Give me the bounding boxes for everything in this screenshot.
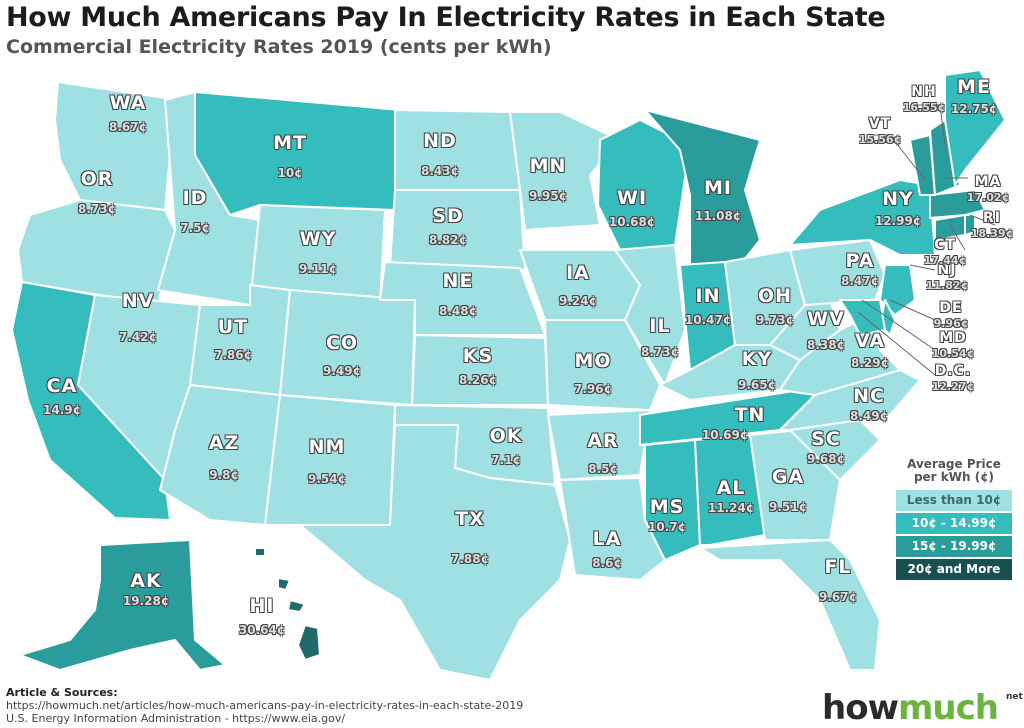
label-VT: VT 15.56¢ — [858, 116, 902, 146]
state-MS — [644, 439, 701, 561]
label-WV: WV 8.38¢ — [807, 308, 845, 352]
label-PA: PA 8.47¢ — [841, 250, 879, 288]
label-NY: NY 12.99¢ — [874, 188, 922, 228]
label-AZ: AZ 9.8¢ — [208, 432, 240, 482]
label-NM: NM 9.54¢ — [308, 436, 346, 486]
leader-lines — [857, 104, 996, 376]
state-AL — [694, 434, 766, 546]
label-KS: KS 8.26¢ — [459, 345, 497, 387]
state-MO — [544, 319, 661, 411]
label-RI: RI 18.39¢ — [970, 210, 1014, 240]
label-MT: MT 10¢ — [273, 132, 307, 180]
label-DC: D.C. 12.27¢ — [931, 363, 975, 393]
label-KY: KY 9.65¢ — [738, 348, 776, 392]
label-TN: TN 10.69¢ — [701, 404, 766, 442]
label-FL: FL 9.67¢ — [819, 556, 857, 604]
label-MS: MS 10.7¢ — [648, 496, 686, 534]
page-subtitle: Commercial Electricity Rates 2019 (cents… — [6, 36, 552, 58]
label-DE: DE 9.96¢ — [933, 300, 969, 330]
label-IN: IN 10.47¢ — [684, 285, 732, 327]
label-IA: IA 9.24¢ — [559, 262, 597, 308]
page-title: How Much Americans Pay In Electricity Ra… — [6, 2, 886, 33]
legend: Average Price per kWh (¢) Less than 10¢ … — [896, 458, 1012, 582]
label-SD: SD 8.82¢ — [429, 205, 467, 247]
label-WI: WI 10.68¢ — [608, 187, 656, 229]
label-NH: NH 16.55¢ — [902, 84, 946, 114]
label-GA: GA 9.51¢ — [769, 466, 807, 514]
label-OH: OH 9.73¢ — [756, 285, 794, 327]
label-AL: AL 11.24¢ — [707, 477, 755, 515]
legend-item-less-than-10: Less than 10¢ — [896, 490, 1012, 511]
label-MA: MA 17.02¢ — [966, 174, 1010, 204]
legend-title: Average Price per kWh (¢) — [907, 457, 1001, 484]
label-UT: UT 7.86¢ — [214, 316, 252, 362]
label-NJ: NJ 11.82¢ — [925, 262, 969, 292]
label-MI: MI 11.08¢ — [694, 177, 742, 223]
state-AK — [19, 539, 226, 671]
state-HI-kauai — [254, 547, 266, 557]
state-IL — [614, 244, 686, 386]
label-WA: WA 8.67¢ — [109, 92, 147, 134]
legend-item-20-and-more: 20¢ and More — [896, 559, 1012, 580]
label-NV: NV 7.42¢ — [119, 290, 157, 344]
label-SC: SC 9.68¢ — [807, 428, 845, 466]
state-NJ — [879, 264, 916, 316]
state-HI-big — [297, 624, 321, 661]
state-HI-maui — [287, 599, 306, 613]
state-HI-oahu — [277, 577, 291, 591]
state-NY — [789, 179, 936, 256]
eia-source-link[interactable]: U.S. Energy Information Administration -… — [6, 712, 346, 725]
state-FL — [699, 539, 881, 671]
state-SD — [389, 189, 526, 271]
state-AR — [547, 409, 651, 481]
legend-item-15-to-20: 15¢ - 19.99¢ — [896, 536, 1012, 557]
label-MD: MD 10.54¢ — [931, 330, 975, 360]
state-NH — [929, 119, 961, 196]
label-ME: ME 12.75¢ — [950, 76, 998, 116]
label-HI: HI 30.64¢ — [238, 595, 286, 637]
howmuch-logo[interactable]: howmuch net — [822, 688, 1023, 728]
sources-footer: Article & Sources: https://howmuch.net/a… — [6, 686, 523, 725]
label-ID: ID 7.5¢ — [180, 187, 210, 235]
state-MA — [929, 189, 986, 219]
label-CT: CT 17.44¢ — [923, 237, 967, 267]
article-link[interactable]: https://howmuch.net/articles/how-much-am… — [6, 699, 524, 712]
state-TX — [299, 424, 571, 681]
sources-heading: Article & Sources: — [6, 686, 118, 699]
state-WV — [769, 299, 841, 361]
label-VA: VA 8.29¢ — [851, 330, 889, 370]
label-ND: ND 8.43¢ — [421, 130, 459, 178]
label-OK: OK 7.1¢ — [489, 425, 523, 467]
state-MN — [509, 111, 621, 231]
label-WY: WY 9.11¢ — [299, 228, 337, 276]
label-MN: MN 9.95¢ — [529, 155, 567, 203]
state-RI — [964, 214, 976, 236]
state-ME — [944, 69, 1006, 186]
label-AR: AR 8.5¢ — [587, 430, 619, 476]
label-NC: NC 8.49¢ — [850, 385, 888, 423]
label-OR: OR 8.73¢ — [78, 168, 116, 216]
legend-item-10-to-15: 10¢ - 14.99¢ — [896, 513, 1012, 534]
state-KY — [659, 344, 801, 401]
label-CO: CO 9.49¢ — [323, 332, 361, 378]
label-MO: MO 7.96¢ — [574, 350, 612, 396]
label-NE: NE 8.48¢ — [439, 270, 477, 318]
label-LA: LA 8.6¢ — [592, 528, 622, 570]
label-CA: CA 14.9¢ — [43, 375, 81, 417]
label-IL: IL 8.73¢ — [641, 315, 679, 359]
label-AK: AK 19.28¢ — [122, 570, 170, 608]
state-MD — [839, 299, 886, 336]
label-TX: TX 7.88¢ — [451, 508, 489, 566]
